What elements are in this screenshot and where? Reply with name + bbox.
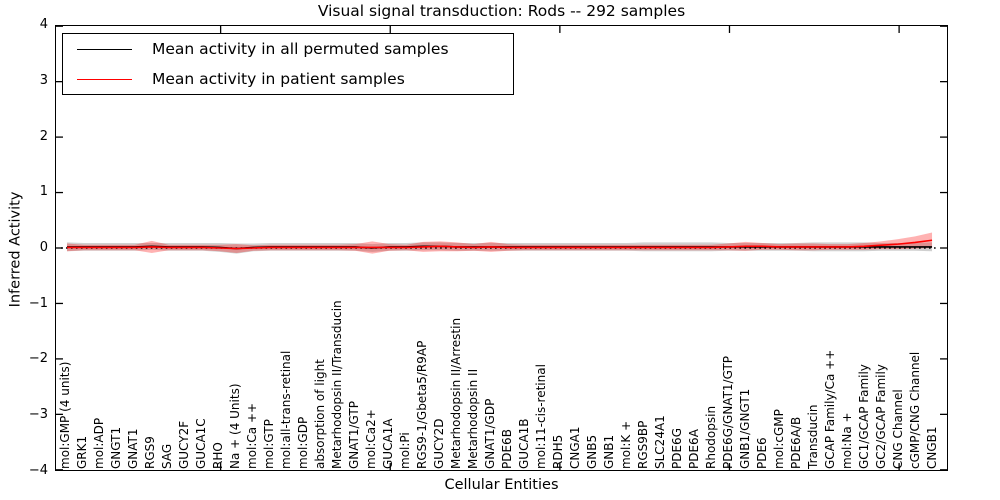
x-tick-label: CNGA1: [568, 426, 582, 470]
patient-mean-line: [66, 239, 933, 250]
x-tick-label: GC1/GCAP Family: [857, 364, 871, 469]
legend-label-permuted: Mean activity in all permuted samples: [152, 40, 449, 58]
y-tick-label: 0: [39, 240, 48, 255]
x-tick-label: mol:Pi: [398, 432, 412, 469]
x-tick-label: GNGT1: [109, 426, 123, 469]
x-tick-label: PDE6: [755, 437, 769, 469]
x-tick-label: mol:GMP (4 units): [58, 361, 72, 469]
x-tick-label: GNAT1/GDP: [483, 398, 497, 469]
x-tick-label: CNG Channel: [891, 389, 905, 469]
x-tick-label: GNB1: [602, 434, 616, 469]
x-tick-label: Metarhodopsin II/Arrestin: [449, 317, 463, 469]
y-tick-label: 3: [39, 72, 48, 88]
chart-title: Visual signal transduction: Rods -- 292 …: [317, 2, 686, 20]
x-tick-label: PDE6B: [500, 429, 514, 469]
y-tick-label: 2: [39, 128, 48, 144]
permuted-line-swatch: [77, 48, 132, 50]
x-tick-label: mol:K +: [619, 420, 633, 469]
legend-item-patient: Mean activity in patient samples: [63, 66, 513, 92]
x-tick-label: GC2/GCAP Family: [874, 364, 888, 469]
x-tick-label: GUCA1A: [381, 418, 395, 469]
x-tick-label: Na + (4 Units): [228, 383, 242, 469]
x-tick-label: mol:Ca2+: [364, 409, 378, 469]
x-tick-label: GUCA1C: [194, 418, 208, 469]
y-tick-label: 1: [39, 184, 48, 200]
x-tick-label: CNGB1: [925, 426, 939, 469]
x-tick-label: PDE6G/GNAT1/GTP: [721, 355, 735, 469]
x-tick-label: RGS9: [143, 436, 157, 469]
x-tick-label: GUCY2D: [432, 418, 446, 469]
plot-area: [55, 25, 948, 471]
x-tick-label: GUCY2F: [177, 420, 191, 469]
patient-line-swatch: [77, 78, 132, 80]
x-tick-label: absorption of light: [313, 359, 327, 469]
x-tick-label: PDE6A: [687, 429, 701, 469]
x-axis-title: Cellular Entities: [444, 477, 559, 493]
y-tick-label: 4: [39, 17, 48, 33]
chart-canvas: [56, 26, 947, 470]
x-tick-label: mol:11-cis-retinal: [534, 364, 548, 469]
y-tick-label: −4: [28, 462, 48, 478]
x-tick-label: PDE6A/B: [789, 416, 803, 469]
x-tick-label: mol:Ca ++: [245, 402, 259, 469]
x-tick-label: RGS9-1/Gbeta5/R9AP: [415, 340, 429, 469]
x-tick-label: mol:GTP: [262, 419, 276, 469]
x-tick-label: GNB1/GNGT1: [738, 388, 752, 469]
x-tick-label: mol:cGMP: [772, 409, 786, 469]
permuted-std-band: [66, 242, 933, 254]
x-tick-label: Rhodopsin: [704, 405, 718, 469]
y-tick-label: −1: [28, 295, 48, 311]
x-tick-label: cGMP/CNG Channel: [908, 351, 922, 469]
y-tick-label: −2: [28, 351, 48, 367]
x-tick-label: RGS9BP: [636, 420, 650, 469]
x-tick-label: RHO: [211, 442, 225, 469]
legend-item-permuted: Mean activity in all permuted samples: [63, 36, 513, 62]
x-tick-label: GNAT1/GTP: [347, 401, 361, 469]
x-tick-label: mol:Na +: [840, 412, 854, 469]
x-tick-label: GNB5: [585, 434, 599, 469]
x-tick-label: GNAT1: [126, 428, 140, 469]
x-tick-label: PDE6G: [670, 428, 684, 469]
legend-label-patient: Mean activity in patient samples: [152, 70, 405, 88]
x-tick-label: mol:ADP: [92, 417, 106, 469]
x-tick-label: Metarhodopsin II/Transducin: [330, 300, 344, 469]
x-tick-label: RDH5: [551, 434, 565, 469]
x-tick-label: GRK1: [75, 435, 89, 469]
legend: Mean activity in all permuted samples Me…: [62, 33, 514, 95]
x-tick-label: mol:GDP: [296, 416, 310, 469]
x-tick-label: mol:all-trans-retinal: [279, 350, 293, 469]
x-tick-label: SLC24A1: [653, 415, 667, 469]
x-tick-label: SAG: [160, 443, 174, 469]
x-tick-label: GUCA1B: [517, 418, 531, 469]
x-tick-label: Metarhodopsin II: [466, 368, 480, 469]
y-tick-label: −3: [28, 407, 48, 423]
x-tick-label: Transducin: [806, 404, 820, 469]
x-tick-label: GCAP Family/Ca ++: [823, 349, 837, 469]
